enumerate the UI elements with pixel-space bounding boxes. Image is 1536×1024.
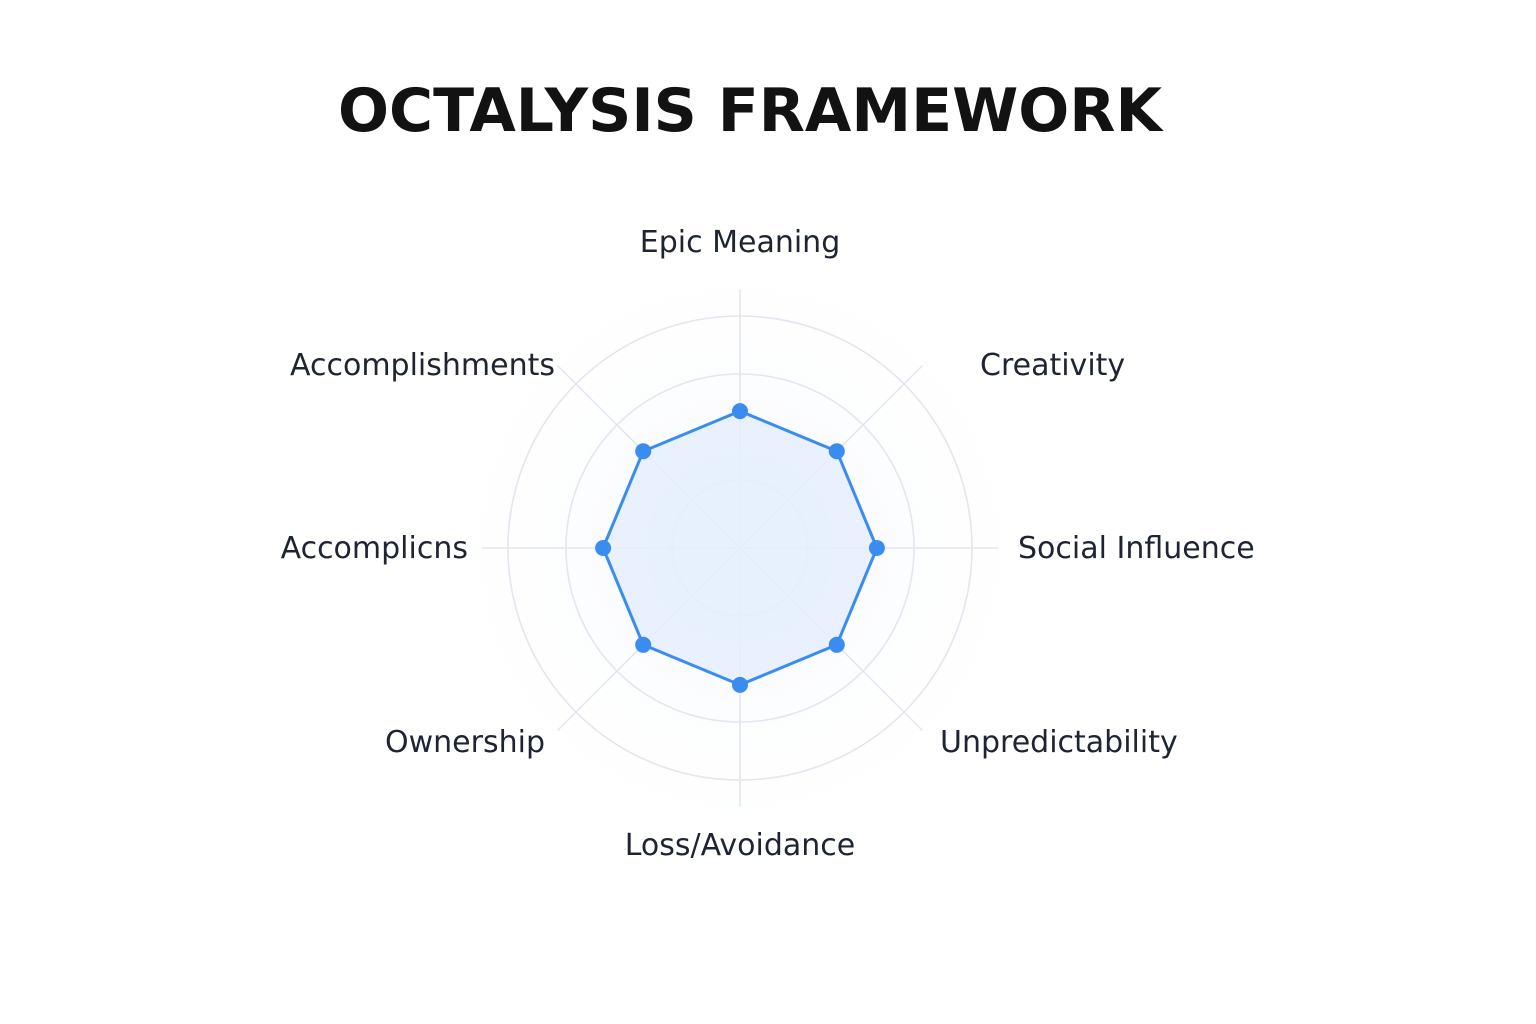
chart-title: OCTALYSIS FRAMEWORK — [338, 76, 1162, 146]
axis-label-6: Ownership — [385, 725, 545, 760]
data-point-3 — [868, 540, 885, 556]
axis-label-7: Accomplicns — [281, 531, 468, 566]
axis-label-1: Epic Meaning — [640, 225, 841, 260]
label-layer: Epic Meaning Creativity Social Influence Un… — [281, 225, 1255, 863]
axis-label-8: Accomplishments — [290, 348, 555, 383]
data-point-4 — [828, 636, 845, 653]
axis-label-2: Creativity — [980, 348, 1125, 383]
axis-label-5: Loss/Avoidance — [625, 828, 856, 863]
data-point-7 — [595, 540, 612, 556]
series-layer — [595, 403, 885, 693]
data-point-8 — [635, 443, 652, 460]
data-point-6 — [635, 636, 652, 653]
data-point-1 — [732, 403, 748, 420]
data-point-2 — [828, 443, 845, 460]
axis-label-4: Unpredictability — [940, 725, 1178, 760]
axis-label-3: Social Influence — [1018, 531, 1255, 566]
data-point-5 — [732, 676, 748, 693]
